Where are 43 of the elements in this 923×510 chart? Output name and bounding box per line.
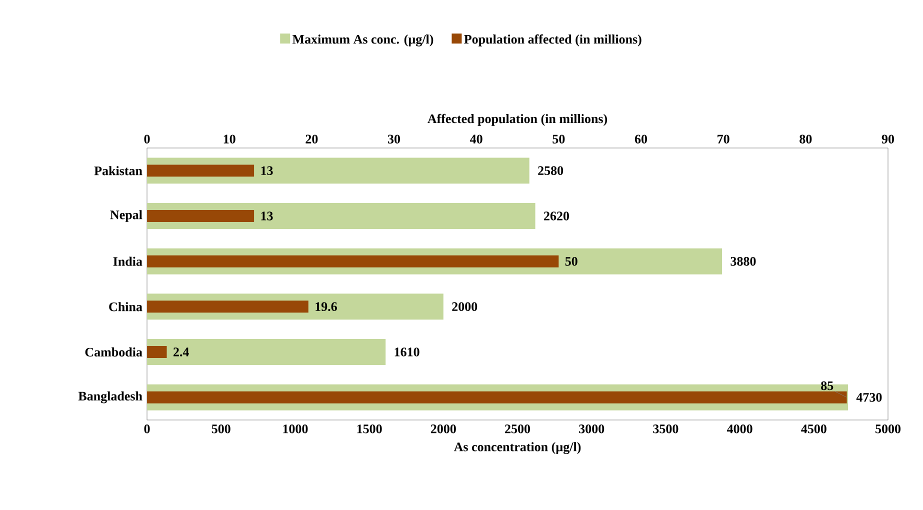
legend-label: Population affected (in millions) (464, 34, 642, 46)
x2-tick-label: 90 (882, 134, 894, 144)
x2-tick-label: 10 (224, 134, 236, 144)
x-tick-label: 1000 (283, 424, 308, 434)
y-tick-label: India (113, 256, 142, 266)
data-label: 2.4 (174, 348, 189, 356)
x2-tick-label: 0 (144, 134, 150, 144)
data-label: 3880 (730, 256, 756, 266)
x2-tick-label: 20 (306, 134, 318, 144)
x-axis-title: As concentration (µg/l) (454, 442, 581, 454)
x-tick-label: 4500 (801, 424, 826, 434)
data-label: 2580 (538, 166, 564, 176)
y-tick-label: Nepal (110, 210, 142, 222)
y-tick-label: China (109, 302, 142, 312)
data-label: 19.6 (316, 302, 337, 312)
data-label: 50 (565, 256, 578, 266)
x-tick-label: 2500 (505, 424, 530, 434)
y-tick-label: Bangladesh (78, 391, 142, 404)
data-label: 2000 (452, 302, 478, 312)
x-tick-label: 0 (144, 424, 150, 434)
y-tick-label: Cambodia (85, 347, 142, 357)
x-tick-label: 1500 (357, 424, 382, 434)
data-label: 13 (261, 212, 273, 220)
x2-tick-label: 30 (388, 134, 400, 144)
data-label: 1610 (394, 348, 420, 356)
data-label: 2620 (544, 212, 569, 220)
x-tick-label: 3500 (653, 424, 678, 434)
legend-label: Maximum As conc. (µg/l) (292, 34, 434, 46)
x-tick-label: 3000 (579, 424, 604, 434)
x2-tick-label: 50 (552, 134, 565, 144)
x2-tick-label: 60 (634, 134, 648, 144)
x-tick-label: 4000 (726, 424, 752, 434)
data-label: 85 (821, 381, 834, 390)
data-label: 4730 (856, 392, 882, 402)
x-tick-label: 500 (212, 424, 230, 434)
x2-axis-title: Affected population (in millions) (428, 114, 608, 126)
x-tick-label: 2000 (430, 424, 456, 434)
y-tick-label: Pakistan (94, 166, 142, 176)
data-label: 13 (261, 166, 273, 176)
x2-tick-label: 80 (800, 134, 812, 144)
x-tick-label: 5000 (876, 424, 901, 434)
x2-tick-label: 40 (470, 134, 482, 144)
x2-tick-label: 70 (718, 134, 730, 144)
